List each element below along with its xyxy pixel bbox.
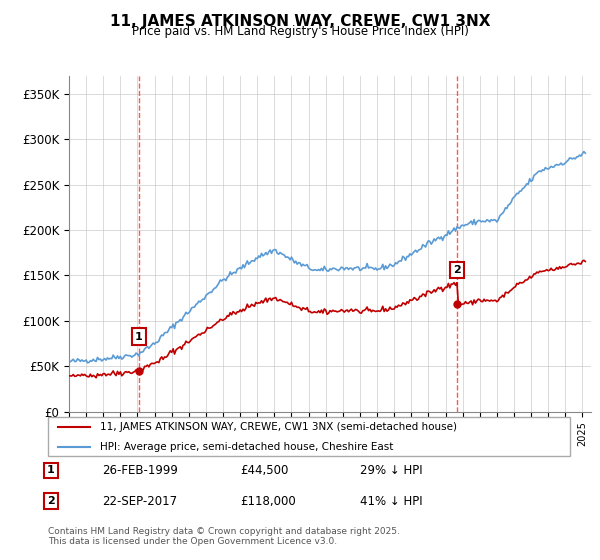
FancyBboxPatch shape [48, 417, 570, 456]
Text: 2: 2 [453, 265, 461, 275]
Text: 1: 1 [135, 332, 143, 342]
Text: 29% ↓ HPI: 29% ↓ HPI [360, 464, 422, 477]
Text: £118,000: £118,000 [240, 494, 296, 508]
Text: 41% ↓ HPI: 41% ↓ HPI [360, 494, 422, 508]
Text: HPI: Average price, semi-detached house, Cheshire East: HPI: Average price, semi-detached house,… [100, 442, 394, 451]
Text: Price paid vs. HM Land Registry's House Price Index (HPI): Price paid vs. HM Land Registry's House … [131, 25, 469, 38]
Text: Contains HM Land Registry data © Crown copyright and database right 2025.
This d: Contains HM Land Registry data © Crown c… [48, 526, 400, 546]
Text: 1: 1 [47, 465, 55, 475]
Text: 26-FEB-1999: 26-FEB-1999 [102, 464, 178, 477]
Text: 22-SEP-2017: 22-SEP-2017 [102, 494, 177, 508]
Text: £44,500: £44,500 [240, 464, 289, 477]
Text: 11, JAMES ATKINSON WAY, CREWE, CW1 3NX: 11, JAMES ATKINSON WAY, CREWE, CW1 3NX [110, 14, 490, 29]
Text: 2: 2 [47, 496, 55, 506]
Text: 11, JAMES ATKINSON WAY, CREWE, CW1 3NX (semi-detached house): 11, JAMES ATKINSON WAY, CREWE, CW1 3NX (… [100, 422, 457, 432]
